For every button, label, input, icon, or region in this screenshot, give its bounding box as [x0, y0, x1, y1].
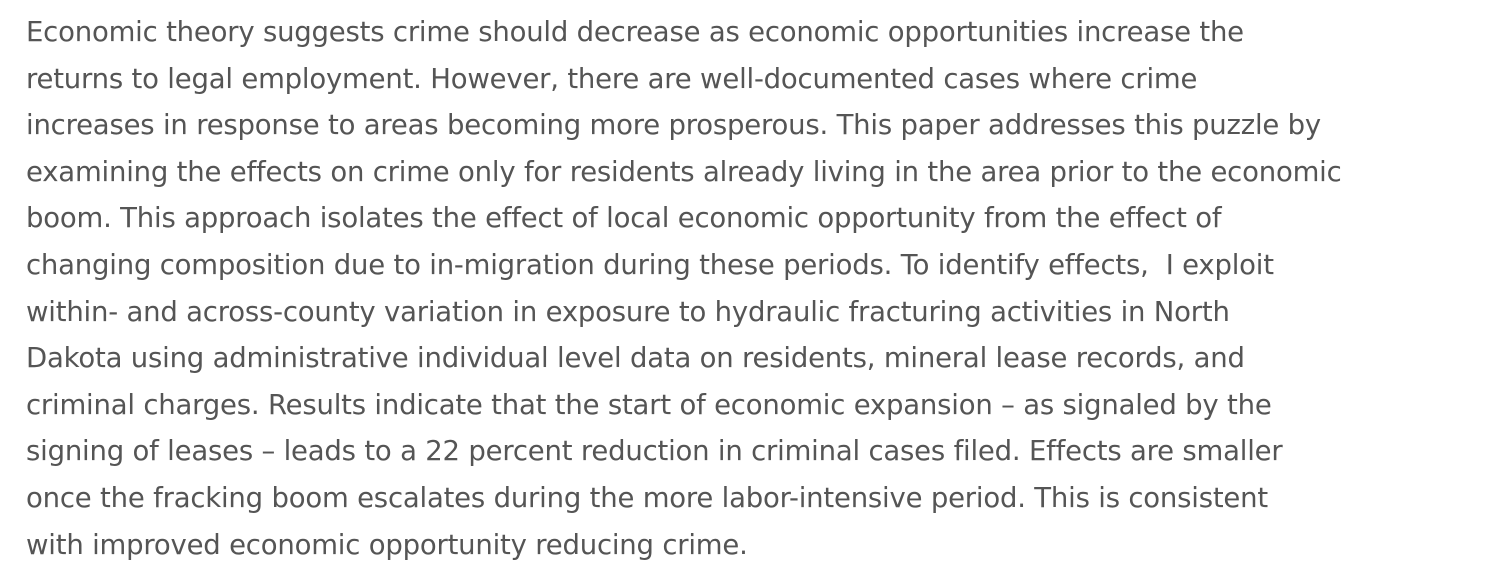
- text-line: increases in response to areas becoming …: [26, 109, 1321, 142]
- text-line: examining the effects on crime only for …: [26, 155, 1342, 188]
- text-line: returns to legal employment. However, th…: [26, 62, 1198, 95]
- text-line: criminal charges. Results indicate that …: [26, 388, 1272, 421]
- text-line: Economic theory suggests crime should de…: [26, 16, 1244, 48]
- text-line: with improved economic opportunity reduc…: [26, 528, 748, 561]
- text-line: changing composition due to in-migration…: [26, 249, 1274, 281]
- text-line: signing of leases – leads to a 22 percen…: [26, 435, 1283, 468]
- text-line: Dakota using administrative individual l…: [26, 342, 1245, 375]
- text-line: within- and across-county variation in e…: [26, 295, 1230, 328]
- text-line: boom. This approach isolates the effect …: [26, 202, 1222, 235]
- text-line: once the fracking boom escalates during …: [26, 482, 1268, 514]
